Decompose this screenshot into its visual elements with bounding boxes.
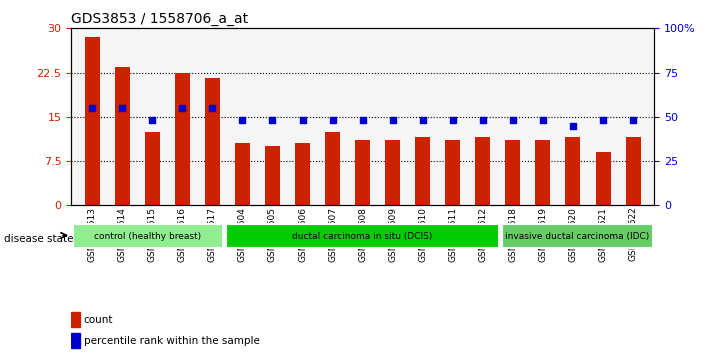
Bar xyxy=(325,132,340,205)
Point xyxy=(87,105,98,111)
Point xyxy=(597,118,609,123)
FancyBboxPatch shape xyxy=(226,224,499,248)
Text: count: count xyxy=(84,315,113,325)
Point xyxy=(327,118,338,123)
Bar xyxy=(445,141,460,205)
Point xyxy=(387,118,398,123)
Bar xyxy=(355,141,370,205)
FancyBboxPatch shape xyxy=(73,224,223,248)
Bar xyxy=(295,143,310,205)
Bar xyxy=(476,137,491,205)
Bar xyxy=(565,137,580,205)
Point xyxy=(176,105,188,111)
Bar xyxy=(235,143,250,205)
Bar xyxy=(205,79,220,205)
Point xyxy=(237,118,248,123)
Point xyxy=(447,118,459,123)
Bar xyxy=(175,73,190,205)
Point xyxy=(627,118,638,123)
Text: GDS3853 / 1558706_a_at: GDS3853 / 1558706_a_at xyxy=(71,12,248,26)
Text: disease state: disease state xyxy=(4,234,73,244)
Point xyxy=(357,118,368,123)
Point xyxy=(296,118,308,123)
Bar xyxy=(535,141,550,205)
Bar xyxy=(145,132,160,205)
Bar xyxy=(415,137,430,205)
Bar xyxy=(114,67,129,205)
FancyBboxPatch shape xyxy=(502,224,653,248)
Text: invasive ductal carcinoma (IDC): invasive ductal carcinoma (IDC) xyxy=(506,232,650,241)
Point xyxy=(417,118,429,123)
Bar xyxy=(265,146,280,205)
Point xyxy=(538,118,549,123)
Point xyxy=(567,123,579,129)
Bar xyxy=(596,152,611,205)
Text: percentile rank within the sample: percentile rank within the sample xyxy=(84,336,260,346)
Bar xyxy=(385,141,400,205)
Bar xyxy=(71,312,80,327)
Text: ductal carcinoma in situ (DCIS): ductal carcinoma in situ (DCIS) xyxy=(292,232,433,241)
Bar xyxy=(626,137,641,205)
Bar xyxy=(71,333,80,348)
Point xyxy=(477,118,488,123)
Point xyxy=(507,118,518,123)
Text: control (healthy breast): control (healthy breast) xyxy=(95,232,201,241)
Bar xyxy=(85,37,100,205)
Point xyxy=(267,118,278,123)
Point xyxy=(207,105,218,111)
Bar xyxy=(506,141,520,205)
Point xyxy=(146,118,158,123)
Point xyxy=(117,105,128,111)
